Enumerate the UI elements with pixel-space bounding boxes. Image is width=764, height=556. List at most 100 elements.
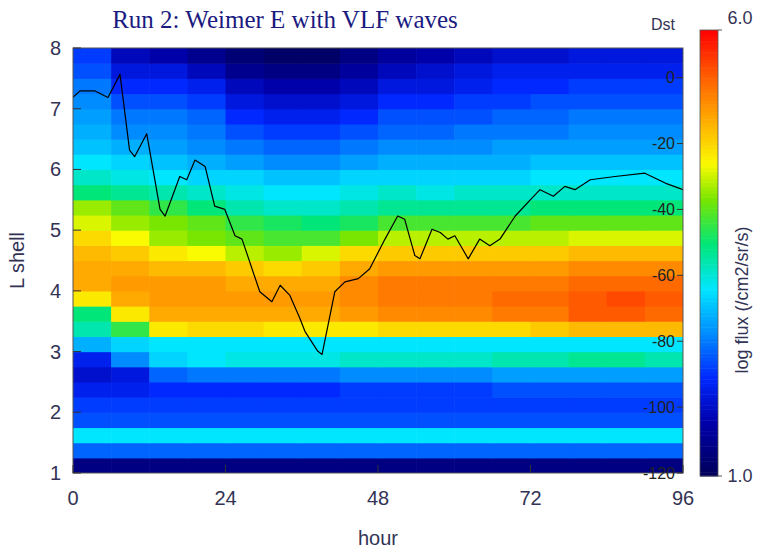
y-axis-title: L shell [6,232,28,289]
cell [531,336,570,352]
cell [226,261,265,277]
cell [226,397,265,413]
cell [416,336,455,352]
cell [531,63,570,79]
y-tick-label: 4 [50,280,61,302]
cell [645,48,683,64]
cell [645,230,683,246]
cell [340,185,379,201]
cell [645,245,683,261]
cell [302,261,341,277]
colorbar-swatch [700,138,718,142]
colorbar-swatch [700,357,718,361]
colorbar-swatch [700,398,718,402]
cell [111,63,150,79]
colorbar-swatch [700,101,718,105]
cell [531,427,570,443]
cell [226,230,265,246]
cell [149,412,188,428]
cell [73,458,112,473]
colorbar-swatch [700,227,718,231]
cell [111,94,150,110]
cell [73,382,112,398]
cell [645,109,683,125]
cell [73,291,112,307]
colorbar-swatch [700,115,718,119]
cell [264,276,303,292]
x-tick [378,465,379,473]
cell [607,245,646,261]
cell [226,78,265,94]
cell [73,215,112,231]
cell [149,245,188,261]
cell [569,48,608,64]
colorbar-swatch [700,119,718,123]
colorbar-swatch [700,37,718,41]
cell [340,336,379,352]
colorbar-swatch [700,63,718,67]
dst-line [73,74,683,354]
cell [187,261,226,277]
cell [187,427,226,443]
cell [340,94,379,110]
colorbar-swatch [700,327,718,331]
cell [416,185,455,201]
cell [340,139,379,155]
colorbar-swatch [700,435,718,439]
x-tick [73,465,74,473]
cell [378,458,417,473]
cell [378,185,417,201]
cell [607,109,646,125]
cell [645,427,683,443]
cell [607,276,646,292]
cell [607,382,646,398]
cell [454,276,493,292]
cell [73,443,112,459]
cell [607,352,646,368]
cell [111,139,150,155]
cell [187,185,226,201]
colorbar-swatch [700,164,718,168]
cell [187,94,226,110]
cell [492,200,531,216]
cell [607,63,646,79]
y-tick [73,412,81,413]
y2-tick-label: -120 [643,465,675,482]
cell [302,443,341,459]
y2-axis-title: Dst [651,16,676,33]
colorbar-swatch [700,142,718,146]
cell [340,443,379,459]
colorbar-swatch [700,417,718,421]
cell [302,124,341,140]
cell [149,185,188,201]
cell [378,382,417,398]
cell [569,291,608,307]
cell [569,109,608,125]
cell [264,427,303,443]
cell [492,215,531,231]
cell [607,200,646,216]
cell [111,169,150,185]
cell [226,321,265,337]
cell [226,124,265,140]
cell [340,382,379,398]
cell [149,352,188,368]
cell [264,336,303,352]
cell [607,215,646,231]
cell [187,139,226,155]
cell [340,215,379,231]
cell [454,412,493,428]
cell [492,276,531,292]
cell [378,124,417,140]
cell [416,306,455,322]
cell [454,306,493,322]
cell [378,367,417,383]
cell [492,306,531,322]
cell [454,109,493,125]
cell [73,276,112,292]
colorbar-swatch [700,168,718,172]
cell [454,124,493,140]
cell [73,306,112,322]
cell [378,427,417,443]
y2-tick [677,407,683,408]
